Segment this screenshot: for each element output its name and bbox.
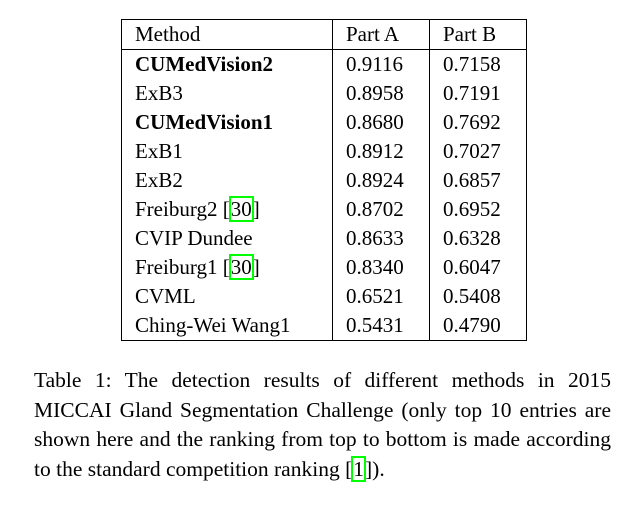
method-name: Freiburg1 bbox=[135, 255, 218, 279]
citation-link[interactable]: 30 bbox=[228, 196, 254, 222]
method-name: ExB3 bbox=[135, 81, 183, 105]
caption-label: Table 1: bbox=[34, 368, 112, 392]
part-b-value: 0.7692 bbox=[429, 108, 527, 137]
method-cell: Ching-Wei Wang1 bbox=[121, 311, 333, 341]
method-cell: Freiburg1 [30] bbox=[121, 253, 333, 282]
method-cell: ExB2 bbox=[121, 166, 333, 195]
table-row: ExB3 0.8958 0.7191 bbox=[121, 79, 527, 108]
part-a-value: 0.8340 bbox=[332, 253, 430, 282]
table-header-row: Method Part A Part B bbox=[121, 19, 527, 50]
method-cell: CVIP Dundee bbox=[121, 224, 333, 253]
table-body: CUMedVision2 0.9116 0.7158 ExB3 0.8958 0.7191… bbox=[121, 49, 527, 341]
part-b-value: 0.5408 bbox=[429, 282, 527, 311]
part-b-value: 0.6857 bbox=[429, 166, 527, 195]
table-row: Freiburg2 [30] 0.8702 0.6952 bbox=[121, 195, 527, 224]
part-a-value: 0.8702 bbox=[332, 195, 430, 224]
results-table-container: Method Part A Part B CUMedVision2 0.9116 0… bbox=[121, 19, 527, 341]
part-a-value: 0.9116 bbox=[332, 49, 430, 79]
part-a-value: 0.8958 bbox=[332, 79, 430, 108]
header-part-b: Part B bbox=[429, 19, 527, 50]
method-name: ExB2 bbox=[135, 168, 183, 192]
table-row: CUMedVision2 0.9116 0.7158 bbox=[121, 49, 527, 79]
results-table: Method Part A Part B CUMedVision2 0.9116 0… bbox=[121, 19, 527, 341]
table-row: Freiburg1 [30] 0.8340 0.6047 bbox=[121, 253, 527, 282]
method-name: Ching-Wei Wang1 bbox=[135, 313, 291, 337]
method-name: CVML bbox=[135, 284, 196, 308]
part-a-value: 0.5431 bbox=[332, 311, 430, 341]
table-row: CUMedVision1 0.8680 0.7692 bbox=[121, 108, 527, 137]
method-cell: CUMedVision2 bbox=[121, 49, 333, 79]
table-row: ExB2 0.8924 0.6857 bbox=[121, 166, 527, 195]
part-b-value: 0.6047 bbox=[429, 253, 527, 282]
header-method: Method bbox=[121, 19, 333, 50]
caption-text: The detection results of different metho… bbox=[34, 368, 611, 481]
header-part-a: Part A bbox=[332, 19, 430, 50]
part-a-value: 0.8633 bbox=[332, 224, 430, 253]
table-caption: Table 1: The detection results of differ… bbox=[34, 368, 611, 482]
method-name: CUMedVision2 bbox=[135, 52, 274, 76]
method-name: CVIP Dundee bbox=[135, 226, 253, 250]
method-name: CUMedVision1 bbox=[135, 110, 274, 134]
table-row: Ching-Wei Wang1 0.5431 0.4790 bbox=[121, 311, 527, 341]
method-cell: ExB1 bbox=[121, 137, 333, 166]
part-a-value: 0.8680 bbox=[332, 108, 430, 137]
method-cell: CUMedVision1 bbox=[121, 108, 333, 137]
table-row: CVML 0.6521 0.5408 bbox=[121, 282, 527, 311]
part-b-value: 0.6328 bbox=[429, 224, 527, 253]
part-b-value: 0.6952 bbox=[429, 195, 527, 224]
citation-link[interactable]: 1 bbox=[351, 455, 366, 482]
table-row: CVIP Dundee 0.8633 0.6328 bbox=[121, 224, 527, 253]
citation-link[interactable]: 30 bbox=[228, 254, 254, 280]
method-cell: Freiburg2 [30] bbox=[121, 195, 333, 224]
part-a-value: 0.6521 bbox=[332, 282, 430, 311]
part-b-value: 0.7027 bbox=[429, 137, 527, 166]
part-a-value: 0.8912 bbox=[332, 137, 430, 166]
table-row: ExB1 0.8912 0.7027 bbox=[121, 137, 527, 166]
method-cell: ExB3 bbox=[121, 79, 333, 108]
part-b-value: 0.4790 bbox=[429, 311, 527, 341]
caption-text-end: ). bbox=[372, 456, 385, 481]
method-name: ExB1 bbox=[135, 139, 183, 163]
method-cell: CVML bbox=[121, 282, 333, 311]
method-name: Freiburg2 bbox=[135, 197, 218, 221]
part-b-value: 0.7191 bbox=[429, 79, 527, 108]
part-a-value: 0.8924 bbox=[332, 166, 430, 195]
part-b-value: 0.7158 bbox=[429, 49, 527, 79]
